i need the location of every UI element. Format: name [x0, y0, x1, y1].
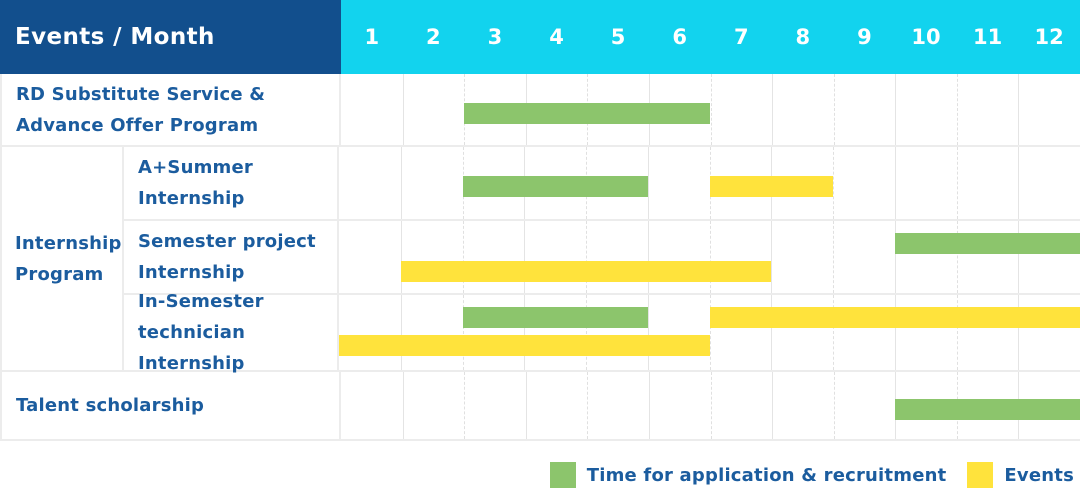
month-gridline: [1018, 221, 1020, 293]
chart-cell-talent-scholarship: [341, 372, 1080, 439]
month-gridline: [895, 74, 897, 145]
month-gridline: [710, 372, 712, 439]
row-label-rd-substitute: RD Substitute Service & Advance Offer Pr…: [2, 74, 341, 145]
month-gridline: [894, 221, 896, 293]
month-gridline: [833, 372, 835, 439]
month-gridline: [524, 295, 526, 370]
month-gridline: [709, 295, 711, 370]
month-gridline: [833, 295, 834, 370]
chart-cell-rd-substitute: [341, 74, 1080, 145]
month-gridline: [894, 295, 896, 370]
application-bar: [462, 176, 648, 197]
row-label-a-plus-summer: A+Summer Internship: [124, 147, 339, 219]
month-gridline: [402, 74, 404, 145]
month-gridline: [1018, 295, 1020, 370]
month-gridline: [833, 221, 834, 293]
month-gridline: [709, 221, 711, 293]
row-label-talent-scholarship: Talent scholarship: [2, 372, 341, 439]
month-gridline: [524, 221, 526, 293]
month-gridline: [710, 74, 712, 145]
month-gridline: [956, 221, 958, 293]
table-row-group-internship: Internship Program A+Summer Internship S…: [2, 147, 1080, 374]
legend: Time for application & recruitment Event…: [0, 441, 1080, 488]
month-label-3: 3: [487, 25, 503, 49]
month-gridline: [1018, 147, 1020, 219]
month-gridline: [525, 372, 527, 439]
internship-subrows: A+Summer Internship Semester project Int…: [124, 147, 1080, 374]
month-gridline: [586, 221, 587, 293]
month-gridline: [402, 372, 404, 439]
month-label-10: 10: [911, 25, 941, 49]
month-gridline: [587, 372, 589, 439]
legend-item-events: Events: [967, 462, 1074, 488]
month-gridline: [647, 147, 649, 219]
event-bar: [709, 176, 833, 197]
month-gridline: [400, 221, 402, 293]
legend-item-application: Time for application & recruitment: [549, 462, 947, 488]
table-row: Semester project Internship: [124, 221, 1080, 295]
month-gridline: [400, 295, 402, 370]
month-gridline: [772, 372, 774, 439]
table-row: RD Substitute Service & Advance Offer Pr…: [2, 74, 1080, 147]
group-label-internship-program: Internship Program: [2, 147, 124, 370]
month-label-4: 4: [549, 25, 564, 49]
month-label-6: 6: [672, 25, 687, 49]
month-gridline: [771, 295, 773, 370]
month-gridline: [400, 147, 402, 219]
application-color-swatch: [549, 462, 576, 488]
chart-cell-a-plus-summer: [339, 147, 1080, 219]
month-label-5: 5: [610, 25, 626, 49]
legend-label-events: Events: [1004, 464, 1074, 486]
month-gridline: [647, 295, 649, 370]
application-bar: [464, 102, 711, 124]
month-label-1: 1: [364, 25, 380, 49]
application-bar: [895, 398, 1080, 420]
month-label-11: 11: [972, 25, 1003, 49]
month-gridline: [464, 372, 466, 439]
month-gridline: [462, 221, 464, 293]
application-bar: [894, 233, 1080, 254]
application-bar: [462, 307, 648, 328]
month-gridline: [956, 74, 958, 145]
event-bar: [400, 261, 772, 282]
month-gridline: [462, 295, 464, 370]
table-row: In-Semester technician Internship: [124, 291, 1080, 374]
month-gridline: [771, 221, 773, 293]
row-label-semester-project: Semester project Internship: [124, 221, 339, 293]
event-bar: [709, 307, 1080, 328]
month-gridline: [1018, 74, 1020, 145]
table-body: RD Substitute Service & Advance Offer Pr…: [0, 74, 1080, 441]
table-header-row: Events / Month 1 2 3 4 5 6 7 8 9 10 11 12: [0, 0, 1080, 74]
events-month-header: Events / Month: [0, 0, 341, 74]
month-label-8: 8: [795, 25, 811, 49]
month-gridline: [894, 147, 896, 219]
month-label-2: 2: [426, 25, 441, 49]
month-gridline: [833, 147, 834, 219]
month-gridline: [772, 74, 774, 145]
row-label-in-semester-technician: In-Semester technician Internship: [124, 291, 339, 374]
table-row: Talent scholarship: [2, 372, 1080, 441]
month-gridline: [586, 295, 587, 370]
gantt-schedule-table: Events / Month 1 2 3 4 5 6 7 8 9 10 11 12 RD Substi…: [0, 0, 1080, 441]
event-bar: [339, 335, 710, 356]
chart-cell-semester-project: [339, 221, 1080, 293]
month-label-12: 12: [1034, 25, 1064, 49]
month-label-9: 9: [857, 25, 872, 49]
table-row: A+Summer Internship: [124, 147, 1080, 221]
chart-cell-in-semester-technician: [339, 295, 1080, 370]
legend-label-application: Time for application & recruitment: [586, 464, 947, 486]
month-gridline: [956, 295, 958, 370]
month-gridline: [833, 74, 835, 145]
months-header: 1 2 3 4 5 6 7 8 9 10 11 12: [341, 0, 1080, 74]
event-color-swatch: [967, 462, 994, 488]
month-gridline: [647, 221, 649, 293]
month-gridline: [648, 372, 650, 439]
month-label-7: 7: [733, 25, 749, 49]
month-gridline: [956, 147, 958, 219]
